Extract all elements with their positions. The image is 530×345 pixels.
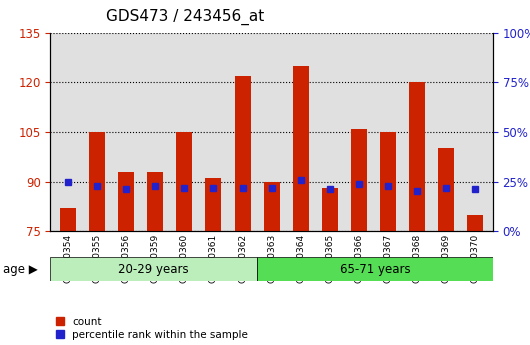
Bar xyxy=(322,188,338,231)
Text: 65-71 years: 65-71 years xyxy=(340,263,410,276)
Bar xyxy=(60,208,76,231)
Text: 20-29 years: 20-29 years xyxy=(118,263,189,276)
Bar xyxy=(234,76,251,231)
Bar xyxy=(467,215,483,231)
Bar xyxy=(438,148,454,231)
Bar xyxy=(380,132,396,231)
Bar xyxy=(176,132,192,231)
Bar xyxy=(89,132,105,231)
Text: GDS473 / 243456_at: GDS473 / 243456_at xyxy=(107,9,264,25)
FancyBboxPatch shape xyxy=(50,257,257,281)
Bar xyxy=(409,82,425,231)
Text: age ▶: age ▶ xyxy=(3,263,38,276)
Bar xyxy=(206,178,222,231)
Bar xyxy=(147,171,163,231)
Bar xyxy=(263,181,280,231)
Legend: count, percentile rank within the sample: count, percentile rank within the sample xyxy=(56,317,248,340)
Bar xyxy=(118,171,134,231)
Bar xyxy=(293,66,309,231)
FancyBboxPatch shape xyxy=(257,257,493,281)
Bar xyxy=(351,129,367,231)
